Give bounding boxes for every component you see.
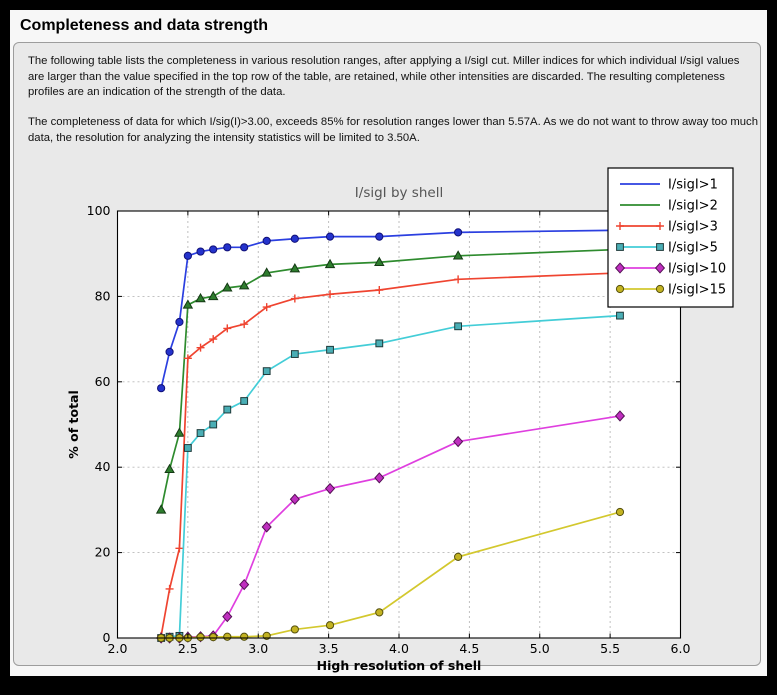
report-panel: Completeness and data strength The follo…: [10, 10, 767, 676]
description-paragraph: The following table lists the completene…: [28, 55, 740, 98]
conclusion-paragraph: The completeness of data for which I/sig…: [28, 116, 758, 144]
page-title: Completeness and data strength: [20, 17, 269, 34]
content-box: The following table lists the completene…: [13, 42, 761, 666]
